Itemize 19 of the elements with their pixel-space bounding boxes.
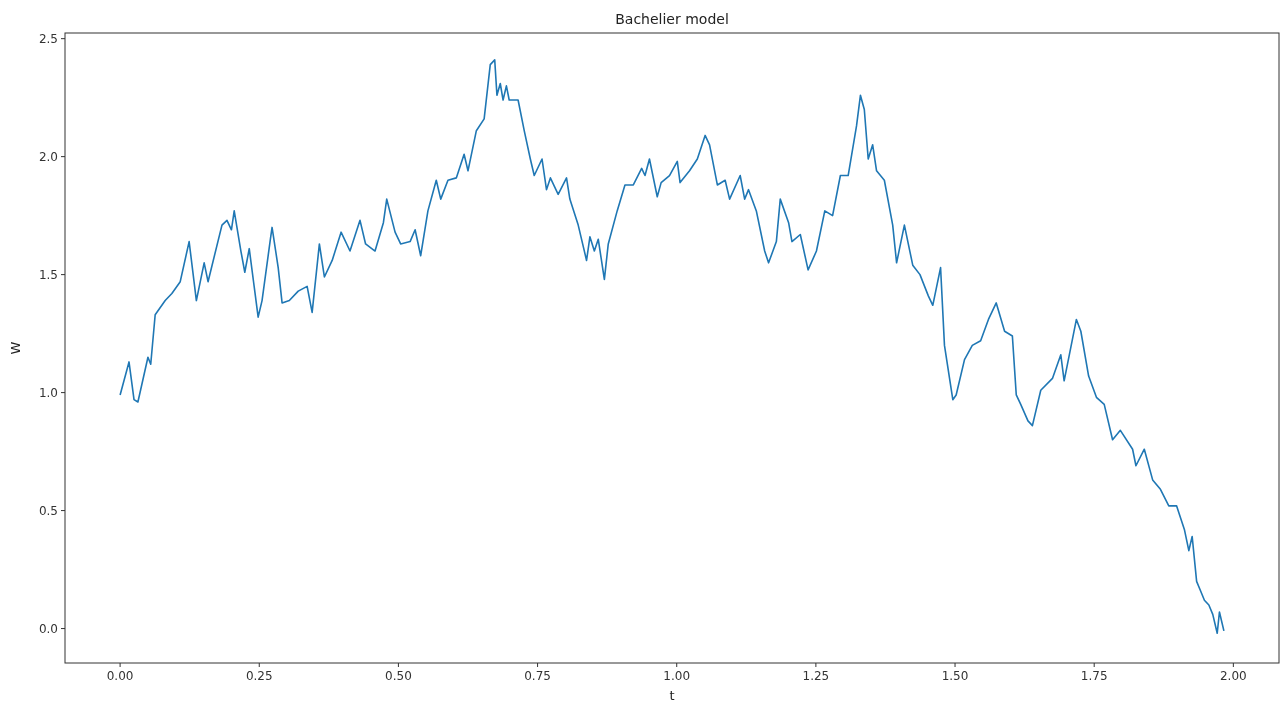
line-series (119, 59, 1225, 635)
y-tick-label: 2.0 (38, 149, 58, 164)
x-tick-label: 1.00 (663, 669, 691, 683)
x-tick-label: 2.00 (1220, 669, 1247, 683)
y-tick-label: 0.0 (38, 621, 58, 636)
y-tick-label: 0.5 (38, 503, 58, 518)
x-tick-label: 0.50 (385, 669, 412, 683)
y-axis-title: W (8, 341, 23, 355)
chart-title: Bachelier model (615, 11, 729, 27)
x-tick-label: 1.50 (941, 669, 969, 683)
x-tick-label: 1.25 (802, 669, 830, 683)
x-axis-title: t (669, 688, 675, 703)
x-tick-label: 1.75 (1080, 669, 1108, 683)
y-tick-label: 1.0 (38, 385, 58, 400)
x-tick-label: 0.25 (245, 669, 273, 683)
y-tick-label: 1.5 (38, 267, 58, 282)
x-tick-label: 0.00 (106, 669, 134, 683)
y-tick-label: 2.5 (38, 31, 58, 46)
x-tick-label: 0.75 (524, 669, 551, 683)
